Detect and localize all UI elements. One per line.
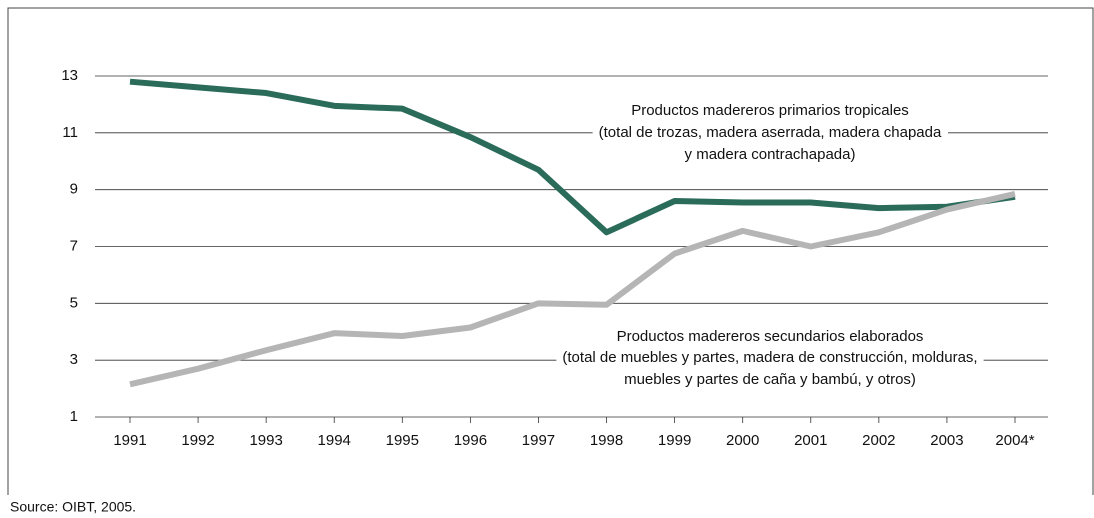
x-tick-label: 1992 <box>181 432 214 449</box>
annotation: (total de trozas, madera aserrada, mader… <box>599 124 942 141</box>
annotation-bg <box>618 370 922 388</box>
annotation: y madera contrachapada) <box>685 146 856 163</box>
y-tick-label: 7 <box>70 237 78 254</box>
y-tick-label: 13 <box>61 67 78 84</box>
y-tick-label: 11 <box>62 124 78 141</box>
x-tick-label: 1995 <box>386 432 419 449</box>
annotation-bg <box>556 348 984 366</box>
x-tick-label: 1996 <box>454 432 487 449</box>
series-line <box>129 191 1016 388</box>
frame <box>7 7 1094 495</box>
annotation-bg <box>610 327 930 345</box>
x-tick-label: 1997 <box>522 432 555 449</box>
annotation-bg <box>592 123 948 141</box>
y-tick-label: 9 <box>70 181 78 198</box>
y-tick-label: 3 <box>70 351 78 368</box>
x-tick-label: 2000 <box>726 432 759 449</box>
x-tick-label: 1999 <box>658 432 691 449</box>
source: Source: OIBT, 2005. <box>10 499 136 515</box>
annotation-bg <box>625 101 915 119</box>
annotation: Productos madereros secundarios elaborad… <box>617 328 924 345</box>
x-tick-label: 2003 <box>930 432 963 449</box>
x-tick-label: 2004* <box>995 432 1034 449</box>
series-line <box>129 78 1016 236</box>
y-tick-label: 1 <box>70 408 78 425</box>
x-tick-label: 1998 <box>590 432 623 449</box>
x-tick-label: 1991 <box>113 432 146 449</box>
x-tick-label: 1993 <box>249 432 282 449</box>
annotation: (total de muebles y partes, madera de co… <box>562 349 977 366</box>
x-tick-label: 2002 <box>862 432 895 449</box>
y-tick-label: 5 <box>70 294 78 311</box>
x-tick-label: 2001 <box>794 432 827 449</box>
annotation: Productos madereros primarios tropicales <box>631 102 909 119</box>
annotation-bg <box>678 145 862 163</box>
x-tick-label: 1994 <box>318 432 351 449</box>
annotation: muebles y partes de caña y bambú, y otro… <box>624 371 916 388</box>
